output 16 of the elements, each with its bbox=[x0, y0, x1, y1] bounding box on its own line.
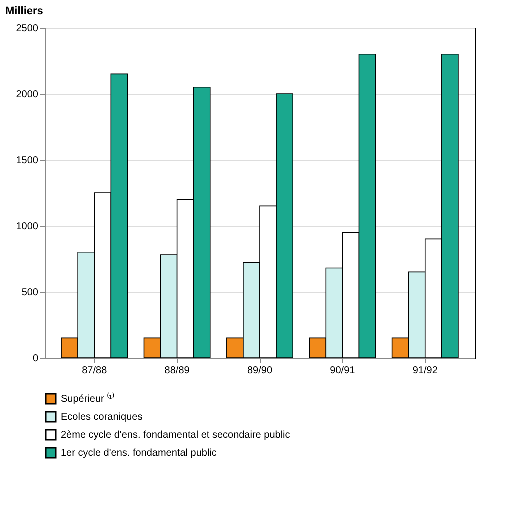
y-tick-label: 1500 bbox=[16, 156, 39, 166]
y-axis-title: Milliers bbox=[6, 6, 44, 18]
x-tick-label: 87/88 bbox=[82, 366, 108, 376]
y-tick-label: 1000 bbox=[16, 222, 39, 232]
legend-label: 2ème cycle d'ens. fondamental et secondaire public bbox=[61, 430, 290, 441]
legend-label: Supérieur ⁽¹⁾ bbox=[61, 392, 114, 405]
x-tick-label: 88/89 bbox=[164, 366, 190, 376]
y-tick-label: 0 bbox=[32, 354, 39, 364]
x-tick-label: 89/90 bbox=[247, 366, 273, 376]
legend-label: 1er cycle d'ens. fondamental public bbox=[61, 448, 217, 459]
x-tick-label: 91/92 bbox=[412, 366, 438, 376]
y-tick-label: 2000 bbox=[16, 90, 39, 100]
y-tick-label: 500 bbox=[22, 288, 39, 298]
y-tick-label: 2500 bbox=[16, 24, 39, 34]
legend-label: Ecoles coraniques bbox=[61, 412, 143, 423]
x-tick-label: 90/91 bbox=[330, 366, 356, 376]
